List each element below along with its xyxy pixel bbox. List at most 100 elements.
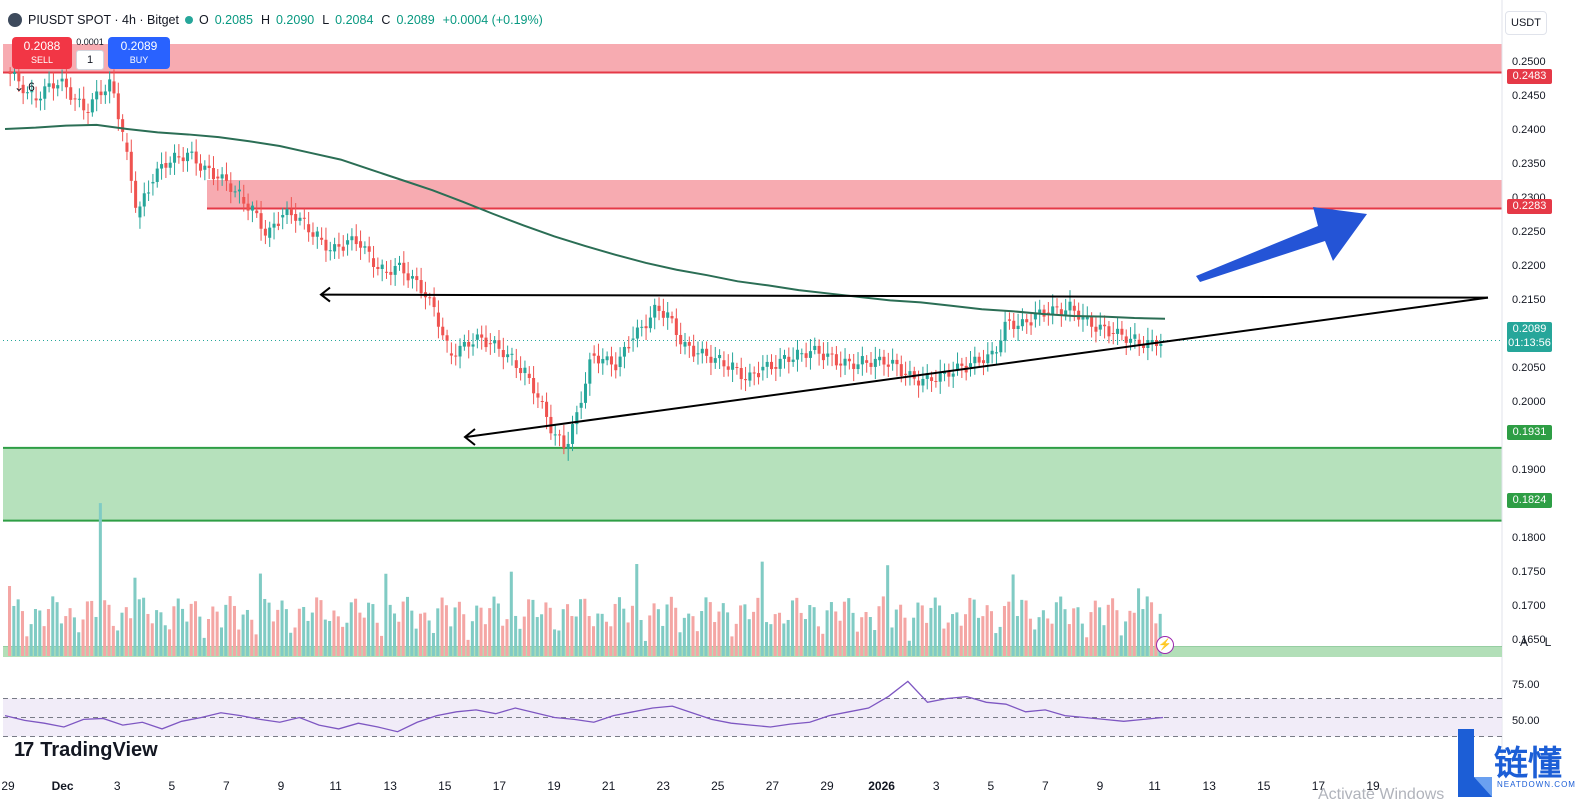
sell-button[interactable]: 0.2088 SELL [12,37,72,69]
candle-body [493,340,497,344]
volume-bar [181,608,185,656]
open-label: O [198,13,209,27]
candle-body [64,78,68,88]
volume-bar [1007,601,1011,656]
quick-trade-panel: 0.2088 SELL 0.0001 1 0.2089 BUY [12,37,170,70]
candle-body [852,363,856,370]
candle-body [947,370,951,377]
x-tick-label: 3 [933,779,940,793]
volume-bar [90,600,94,656]
candle-body [571,424,575,444]
x-tick-label: 7 [1042,779,1049,793]
quantity-input[interactable]: 1 [76,50,104,70]
candle-body [817,345,821,354]
x-tick-label: 19 [547,779,561,793]
log-scale-button[interactable]: L [1544,635,1552,649]
candle-body [601,358,605,364]
candle-body [925,373,929,379]
volume-bar [206,619,211,656]
candle-body [769,361,774,370]
volume-bar [1076,607,1080,656]
volume-bar [250,619,254,656]
candle-body [8,71,12,74]
volume-bar [98,503,102,656]
currency-selector[interactable]: USDT [1505,11,1547,35]
indicators-collapse-button[interactable]: ⌄ 6 [14,80,35,94]
candle-body [999,340,1003,353]
volume-bar [968,597,972,656]
volume-bar [449,626,453,656]
zone-price-tag: 0.2283 [1507,199,1552,214]
candle-body [826,353,830,357]
volume-bar [643,640,647,656]
candle-body [904,373,908,375]
candle-body [886,364,890,367]
candle-body [142,193,146,207]
volume-bar [626,622,630,656]
resistance-zone [3,44,1502,73]
x-tick-label: 11 [329,779,342,793]
volume-bar [1102,625,1106,656]
candle-body [289,208,293,216]
volume-bar [393,613,397,656]
symbol-legend[interactable]: PIUSDT SPOT · 4h · Bitget O 0.2085 H 0.209… [8,10,545,30]
candle-body [635,327,639,339]
volume-bar [362,617,366,656]
zone-price-tag: 0.2483 [1507,69,1552,84]
volume-bar [1106,604,1110,656]
candle-body [1059,309,1063,315]
candle-body [77,98,81,100]
volume-bar [795,597,799,656]
x-tick-label: 13 [1203,779,1217,793]
volume-bar [501,625,505,656]
candle-body [536,393,540,398]
x-tick-label: 15 [438,779,452,793]
volume-bar [1093,600,1097,656]
y-tick-label: 0.1900 [1512,464,1546,476]
candle-body [960,363,964,366]
candle-body [1103,324,1107,327]
x-tick-label: 19 [1366,779,1380,793]
high-label: H [260,13,270,27]
lightning-icon[interactable]: ⚡ [1156,636,1174,654]
volume-bar [475,605,479,656]
volume-bar [466,639,470,656]
rsi-tick-label: 75.00 [1512,679,1540,691]
watermark-text: 链懂 [1494,744,1562,784]
volume-bar [604,621,608,656]
volume-bar [886,565,890,656]
candle-body [614,364,618,371]
watermark-logo-icon [1458,729,1492,797]
candle-body [125,142,129,152]
buy-button[interactable]: 0.2089 BUY [108,37,170,69]
volume-bar [717,611,721,656]
candle-body [787,356,791,362]
candle-body [994,352,998,354]
volume-bar [133,577,137,656]
candle-body [648,317,652,329]
candle-body [873,358,877,367]
volume-bar [219,627,223,656]
volume-bar [630,605,634,656]
candle-body [129,151,133,181]
volume-bar [341,626,345,656]
candle-body [60,78,64,82]
candle-body [1098,324,1102,330]
volume-bar [769,624,773,656]
volume-bar [315,597,319,656]
candle-body [224,174,228,181]
y-tick-label: 0.2250 [1512,226,1546,238]
volume-bar [444,605,448,656]
volume-bar [955,612,959,656]
candle-body [246,203,250,211]
auto-scale-button[interactable]: A [1519,635,1528,649]
candle-body [683,342,687,347]
low-value: 0.2084 [335,13,374,27]
volume-bar [462,614,466,656]
candle-body [134,180,138,208]
volume-bar [1154,623,1158,656]
bullish-arrow-icon [1196,207,1367,282]
volume-bar [1020,599,1024,656]
candle-body [1007,319,1011,321]
